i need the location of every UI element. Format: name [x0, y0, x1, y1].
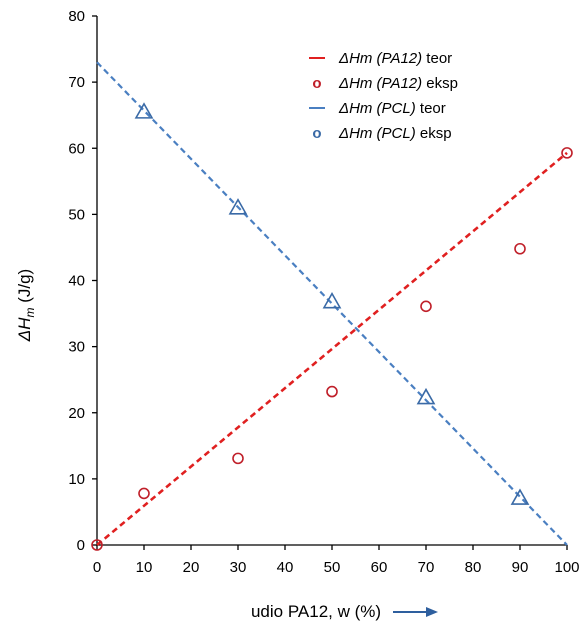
series-markers — [91, 102, 573, 551]
y-tick-label: 30 — [68, 339, 85, 356]
legend-item: o ΔHm (PA12) eksp — [312, 75, 458, 92]
legend: ΔHm (PA12) teor o ΔHm (PA12) eksp ΔHm (PCL)… — [309, 50, 458, 142]
data-point-circle — [91, 539, 103, 551]
y-axis-title-main: ΔH — [15, 317, 34, 342]
legend-label: ΔHm (PA12) teor — [338, 50, 452, 67]
y-tick-label: 60 — [68, 140, 85, 157]
legend-label: ΔHm (PCL) teor — [338, 100, 446, 117]
data-point-triangle — [416, 387, 436, 405]
x-tick-label: 30 — [230, 559, 247, 576]
series-line — [96, 151, 568, 546]
y-tick-label: 10 — [68, 471, 85, 488]
x-axis-title: udio PA12, w (%) — [251, 602, 381, 621]
data-point-circle — [561, 147, 573, 159]
x-tick-label: 80 — [465, 559, 482, 576]
y-tick-label: 0 — [77, 537, 85, 554]
x-tick-label: 40 — [277, 559, 294, 576]
legend-marker-swatch: o — [312, 75, 321, 92]
data-point-triangle — [322, 292, 342, 309]
legend-marker-swatch: o — [312, 125, 321, 142]
x-axis-arrow — [393, 607, 438, 617]
data-point-circle — [232, 452, 244, 465]
y-tick-label: 70 — [68, 74, 85, 91]
arrow-head-icon — [426, 607, 438, 617]
legend-item: ΔHm (PCL) teor — [309, 100, 446, 117]
data-point-circle — [326, 385, 338, 398]
y-tick-label: 50 — [68, 206, 85, 223]
data-point-circle — [138, 487, 150, 500]
x-tick-label: 20 — [183, 559, 200, 576]
x-tick-label: 50 — [324, 559, 341, 576]
x-tick-label: 100 — [554, 559, 579, 576]
x-tick-label: 10 — [136, 559, 153, 576]
legend-label: ΔHm (PCL) eksp — [338, 125, 452, 142]
x-tick-label: 70 — [418, 559, 435, 576]
legend-label: ΔHm (PA12) eksp — [338, 75, 458, 92]
y-tick-label: 20 — [68, 405, 85, 422]
data-point-triangle — [228, 198, 248, 215]
x-tick-label: 0 — [93, 559, 101, 576]
axes: 0 10 20 30 40 50 60 70 80 0 10 20 30 40 50 60 70 80 90 100 — [68, 8, 579, 576]
data-point-triangle — [134, 102, 154, 119]
series-lines — [96, 61, 568, 546]
series-line — [96, 61, 568, 546]
y-axis-title-subscript: m — [23, 308, 37, 318]
data-point-circle — [514, 242, 526, 255]
y-tick-label: 80 — [68, 8, 85, 25]
x-tick-label: 60 — [371, 559, 388, 576]
y-axis-title: ΔHm (J/g) — [15, 269, 37, 342]
y-axis-title-unit: (J/g) — [15, 269, 34, 308]
y-tick-label: 40 — [68, 273, 85, 290]
data-point-circle — [420, 300, 432, 313]
x-tick-label: 90 — [512, 559, 529, 576]
data-point-triangle — [510, 488, 530, 505]
legend-item: ΔHm (PA12) teor — [309, 50, 452, 67]
legend-item: o ΔHm (PCL) eksp — [312, 125, 451, 142]
